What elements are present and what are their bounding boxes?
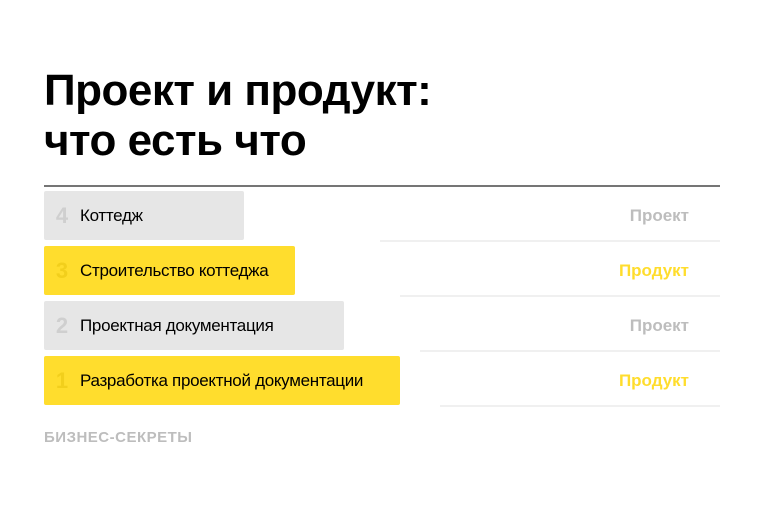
step-bar: 3 Строительство коттеджа <box>44 246 295 295</box>
step-label: Проектная документация <box>80 315 274 335</box>
step-row: 4 Коттедж Проект <box>44 191 720 240</box>
step-number: 3 <box>55 257 69 283</box>
step-label: Коттедж <box>80 205 143 225</box>
step-bar: 1 Разработка проектной документации <box>44 356 400 405</box>
step-kind: Проект <box>629 206 689 225</box>
step-number: 1 <box>55 367 69 393</box>
page-title: Проект и продукт: что есть что <box>44 66 432 166</box>
step-bar: 4 Коттедж <box>44 191 244 240</box>
top-divider <box>44 185 720 187</box>
title-line-1: Проект и продукт: <box>44 66 432 115</box>
step-kind: Продукт <box>618 371 689 390</box>
step-number: 4 <box>55 202 69 228</box>
row-underline <box>400 295 720 297</box>
step-kind: Проект <box>629 316 689 335</box>
step-bar: 2 Проектная документация <box>44 301 344 350</box>
step-row: 2 Проектная документация Проект <box>44 301 720 350</box>
row-underline <box>420 350 720 352</box>
step-row: 3 Строительство коттеджа Продукт <box>44 246 720 295</box>
step-row: 1 Разработка проектной документации Прод… <box>44 356 720 405</box>
brand-logo: БИЗНЕС-СЕКРЕТЫ <box>44 429 193 446</box>
step-number: 2 <box>55 312 69 338</box>
row-underline <box>380 240 720 242</box>
step-label: Строительство коттеджа <box>80 260 269 280</box>
title-line-2: что есть что <box>44 116 307 165</box>
row-underline <box>440 405 720 407</box>
step-kind: Продукт <box>618 261 689 280</box>
step-label: Разработка проектной документации <box>80 370 364 390</box>
